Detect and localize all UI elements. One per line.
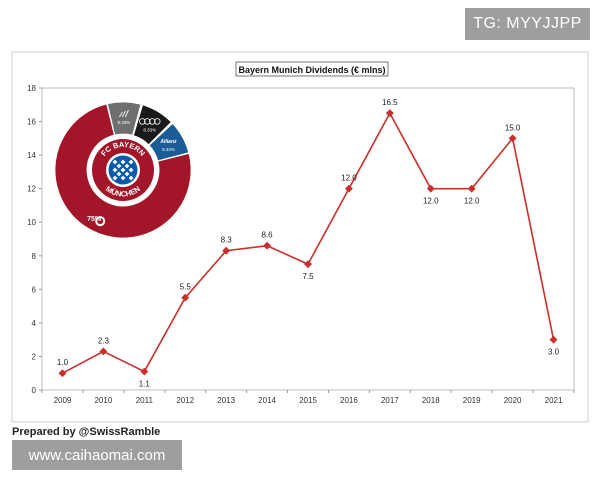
data-label: 2.3 (98, 336, 110, 345)
data-label: 3.0 (548, 348, 560, 357)
fcb-mini-crest-inner (97, 218, 104, 225)
x-tick-label: 2013 (217, 396, 235, 405)
donut-slice-fcb (54, 103, 192, 239)
donut-slice-audi (132, 104, 172, 146)
crest-lozenge (116, 171, 122, 177)
y-tick-label: 10 (27, 218, 36, 227)
data-point-marker (140, 367, 149, 376)
data-label: 5.5 (180, 283, 192, 292)
x-tick-label: 2015 (299, 396, 317, 405)
audi-ring-icon (144, 118, 151, 125)
x-axis: 2009 2010 2011 2012 2013 2014 2015 2016 2017 2018… (41, 390, 575, 405)
x-tick-label: 2009 (54, 396, 72, 405)
data-label: 16.5 (382, 98, 398, 107)
crest-lozenge (112, 159, 118, 165)
donut-slice-allianz (148, 122, 190, 162)
chart-title: Bayern Munich Dividends (€ mlns) (238, 65, 385, 75)
data-label: 8.6 (262, 231, 274, 240)
crest-lozenge (120, 175, 126, 181)
y-axis: 0 2 4 6 8 10 12 14 16 18 (27, 84, 42, 395)
donut-slice-label: 8.33% (162, 147, 175, 152)
x-tick-label: 2014 (258, 396, 276, 405)
data-label: 15.0 (505, 123, 521, 132)
data-label: 8.3 (221, 236, 233, 245)
y-tick-label: 18 (27, 84, 36, 93)
data-point-marker (222, 246, 231, 255)
audi-ring-icon (154, 118, 161, 125)
x-tick-label: 2016 (340, 396, 358, 405)
data-point-marker (181, 293, 190, 302)
data-point-marker (344, 184, 353, 193)
crest-lozenge (120, 167, 126, 173)
watermark-bottom-badge: www.caihaomai.com (12, 440, 182, 470)
crest-lozenge (116, 163, 122, 169)
data-label: 12.0 (341, 174, 357, 183)
x-tick-label: 2018 (422, 396, 440, 405)
donut-slice-label: 8.33% (118, 120, 131, 125)
chart-title-box (235, 61, 389, 77)
y-tick-label: 8 (32, 252, 37, 261)
y-tick-label: 0 (32, 386, 37, 395)
y-tick-label: 12 (27, 185, 36, 194)
crest-text-bottom-path: MÜNCHEN (104, 184, 142, 198)
y-tick-label: 6 (32, 285, 37, 294)
data-point-marker (426, 184, 435, 193)
x-tick-label: 2011 (136, 396, 154, 405)
x-tick-label: 2019 (463, 396, 481, 405)
adidas-logo-icon (118, 110, 129, 118)
data-label: 1.0 (57, 358, 69, 367)
donut-slice-adidas (107, 101, 142, 136)
data-point-marker (508, 134, 517, 143)
watermark-top-badge: TG: MYYJJPP (465, 8, 590, 40)
y-tick-label: 2 (32, 352, 37, 361)
x-tick-label: 2010 (94, 396, 112, 405)
data-point-marker (467, 184, 476, 193)
data-label: 12.0 (464, 197, 480, 206)
allianz-logo-icon: Allianz (159, 139, 177, 145)
crest-lozenge (112, 167, 118, 173)
x-tick-label: 2021 (545, 396, 563, 405)
x-tick-label: 2017 (381, 396, 399, 405)
data-point-marker (304, 260, 312, 269)
x-tick-label: 2020 (504, 396, 522, 405)
data-label: 12.0 (423, 197, 439, 206)
crest-lozenge (120, 159, 126, 165)
audi-ring-icon (139, 118, 146, 125)
donut-label-fcb: 75% (87, 216, 102, 223)
crest-text-bottom: MÜNCHEN (104, 184, 142, 198)
chart-credit: Prepared by @SwissRamble (12, 426, 161, 438)
x-tick-label: 2012 (176, 396, 194, 405)
data-label: 7.5 (302, 272, 314, 281)
crest-lozenge (112, 175, 118, 181)
y-tick-label: 14 (27, 151, 36, 160)
y-tick-label: 4 (32, 319, 37, 328)
donut-slice-label: 8.33% (143, 127, 156, 132)
y-tick-label: 16 (27, 118, 36, 127)
audi-ring-icon (149, 118, 156, 125)
data-label: 1.1 (139, 380, 151, 389)
